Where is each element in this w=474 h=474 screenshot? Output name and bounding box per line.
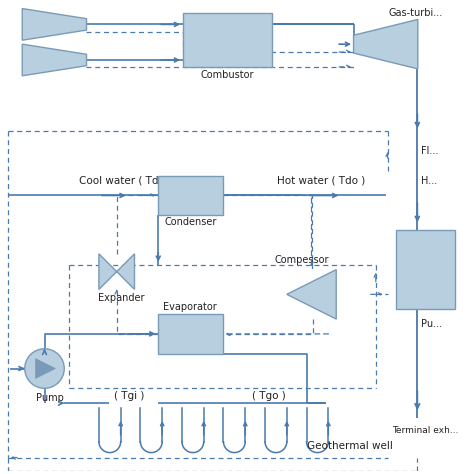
Text: Terminal exh...: Terminal exh... bbox=[392, 426, 458, 435]
Polygon shape bbox=[287, 270, 336, 319]
Bar bbox=[158, 314, 222, 354]
Polygon shape bbox=[22, 9, 87, 40]
Text: Pu...: Pu... bbox=[421, 319, 442, 329]
Text: H...: H... bbox=[421, 176, 438, 186]
Bar bbox=[183, 12, 272, 67]
Bar bbox=[158, 176, 222, 215]
Bar bbox=[396, 230, 455, 309]
Text: Gas-turbi...: Gas-turbi... bbox=[389, 8, 443, 18]
Text: ( Tgo ): ( Tgo ) bbox=[252, 391, 286, 401]
Polygon shape bbox=[36, 359, 55, 378]
Text: Evaporator: Evaporator bbox=[164, 302, 217, 312]
Text: Expander: Expander bbox=[99, 293, 145, 303]
Circle shape bbox=[25, 349, 64, 388]
Polygon shape bbox=[22, 44, 87, 76]
Text: ( Tgi ): ( Tgi ) bbox=[114, 391, 144, 401]
Text: Hot water ( Tdo ): Hot water ( Tdo ) bbox=[277, 175, 365, 186]
Text: Cool water ( Tdi ): Cool water ( Tdi ) bbox=[79, 175, 169, 186]
Polygon shape bbox=[354, 19, 418, 69]
Text: Pump: Pump bbox=[36, 393, 64, 403]
Polygon shape bbox=[99, 254, 135, 290]
Text: Fl...: Fl... bbox=[421, 146, 438, 156]
Text: Combustor: Combustor bbox=[201, 70, 254, 80]
Text: Condenser: Condenser bbox=[164, 217, 217, 227]
Text: Compessor: Compessor bbox=[274, 255, 329, 264]
Text: Geothermal well: Geothermal well bbox=[307, 441, 392, 451]
